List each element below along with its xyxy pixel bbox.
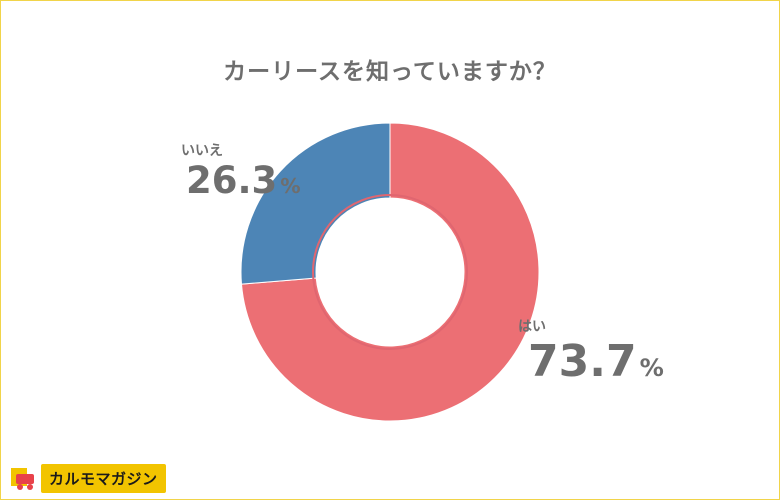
brand-name: カルモマガジン <box>41 463 166 493</box>
slice-label-yes: はい <box>518 319 546 335</box>
car-icon <box>11 468 34 490</box>
chart-title: カーリースを知っていますか？ <box>223 59 557 85</box>
slice-value-yes: 73.7% <box>528 340 664 384</box>
donut-hole <box>316 198 464 346</box>
slice-value-no: 26.3% <box>186 162 301 199</box>
slice-value-no-number: 26.3 <box>186 159 278 202</box>
donut-inner-ring <box>312 194 468 350</box>
slice-value-no-unit: % <box>280 174 301 198</box>
slice-value-yes-number: 73.7 <box>528 336 637 387</box>
slice-value-yes-unit: % <box>639 354 664 382</box>
slice-label-no: いいえ <box>181 143 223 159</box>
brand-logo: カルモマガジン <box>9 463 166 493</box>
